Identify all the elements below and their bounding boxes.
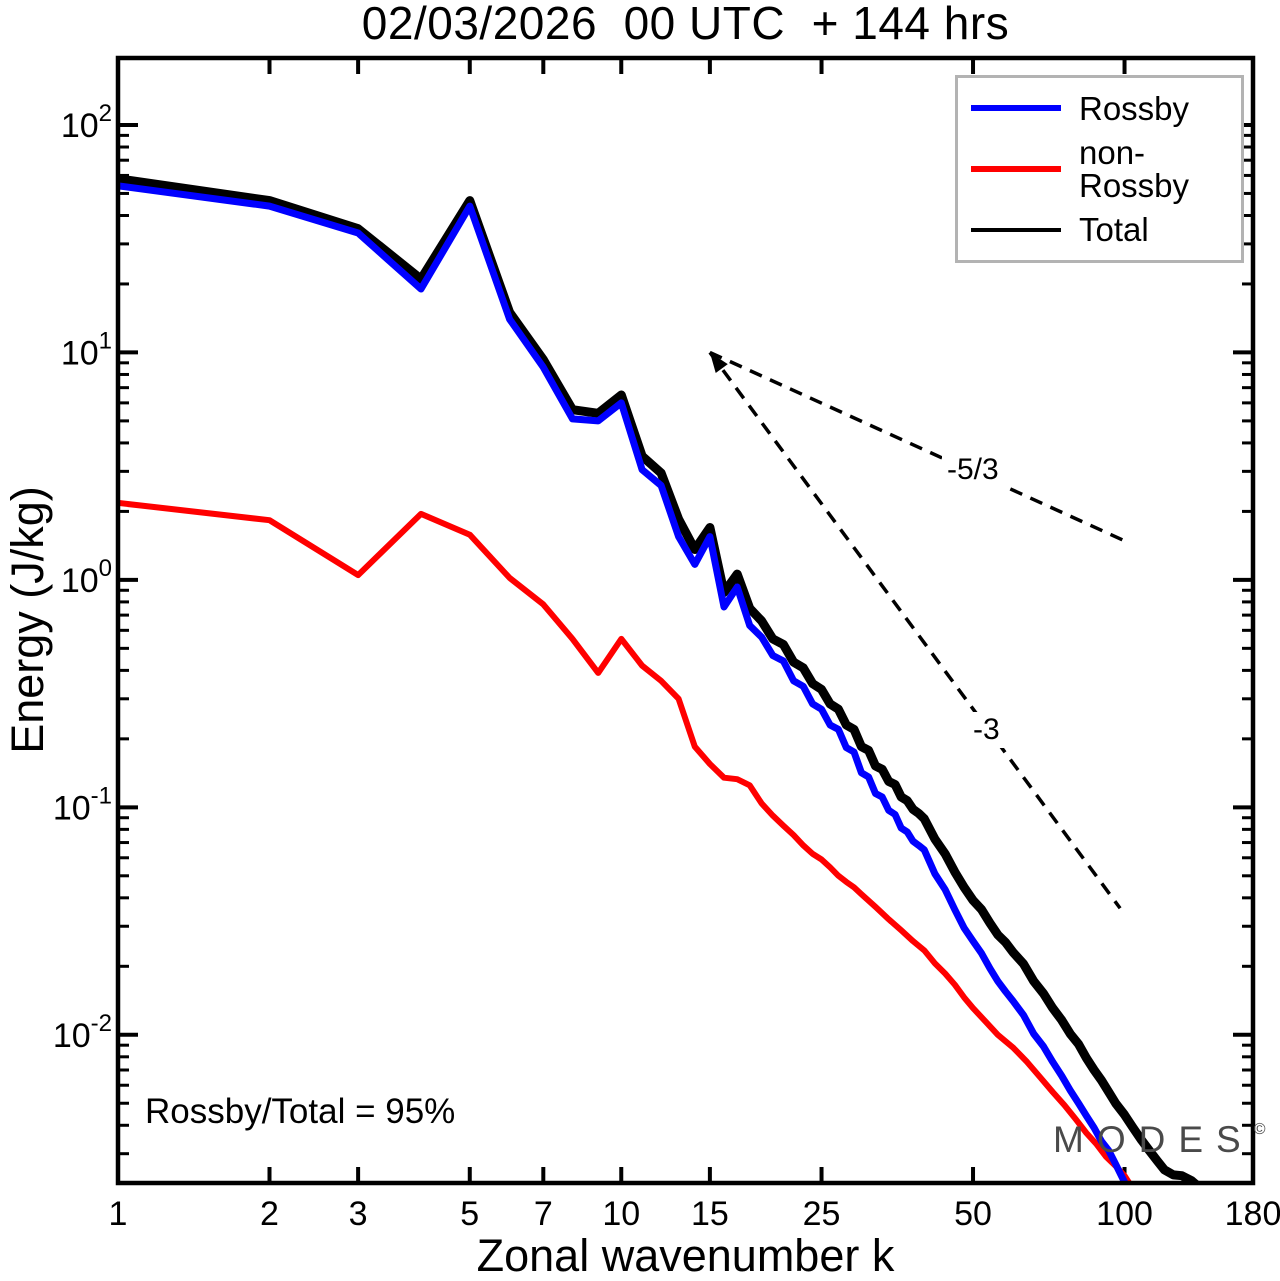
legend-label: Rossby xyxy=(1079,89,1190,127)
legend: Rossby non-Rossby Total xyxy=(955,75,1244,263)
slope-53-label: -5/3 xyxy=(942,452,1004,488)
plot-frame xyxy=(115,55,1256,1186)
non-rossby-line-swatch xyxy=(971,165,1061,172)
copyright-icon: © xyxy=(1253,1121,1266,1138)
x-tick-label: 100 xyxy=(1096,1195,1153,1233)
rossby-line-swatch xyxy=(971,105,1061,112)
legend-item-non-rossby: non-Rossby xyxy=(958,136,1241,202)
x-tick-label: 7 xyxy=(534,1195,553,1233)
series-rossby xyxy=(118,182,1129,1183)
series-non-rossby xyxy=(118,499,1133,1183)
x-tick-label: 3 xyxy=(349,1195,368,1233)
chart-title: 02/03/2026 00 UTC + 144 hrs xyxy=(361,0,1010,49)
x-tick-label: 15 xyxy=(691,1195,729,1233)
modes-watermark-text: MODES xyxy=(1053,1119,1254,1160)
legend-item-total: Total xyxy=(958,213,1241,246)
y-tick-label: 100 xyxy=(61,555,112,600)
legend-label: Total xyxy=(1079,211,1149,249)
x-tick-label: 2 xyxy=(260,1195,279,1233)
y-tick-label: 102 xyxy=(61,100,112,145)
reference-line-3 xyxy=(708,351,1122,910)
slope-3-label: -3 xyxy=(968,712,1005,748)
x-tick-label: 10 xyxy=(602,1195,640,1233)
x-tick-label: 50 xyxy=(954,1195,992,1233)
x-tick-label: 25 xyxy=(803,1195,841,1233)
arrowhead-icon xyxy=(709,352,728,373)
x-tick-label: 1 xyxy=(109,1195,128,1233)
legend-item-rossby: Rossby xyxy=(958,92,1241,125)
reference-line-5-3 xyxy=(709,350,1124,542)
y-axis-label: Energy (J/kg) xyxy=(2,486,53,754)
y-tick-label: 101 xyxy=(61,327,112,372)
series-total xyxy=(118,174,1202,1183)
y-tick-label: 10-1 xyxy=(53,782,112,827)
x-axis-label: Zonal wavenumber k xyxy=(476,1230,895,1281)
total-line-swatch xyxy=(971,227,1061,232)
legend-label: non-Rossby xyxy=(1079,133,1190,204)
x-tick-label: 5 xyxy=(460,1195,479,1233)
y-tick-label: 10-2 xyxy=(53,1010,112,1055)
rossby-total-ratio-text: Rossby/Total = 95% xyxy=(145,1092,456,1131)
x-tick-label: 180 xyxy=(1225,1195,1280,1233)
modes-watermark: MODES© xyxy=(1053,1119,1265,1161)
